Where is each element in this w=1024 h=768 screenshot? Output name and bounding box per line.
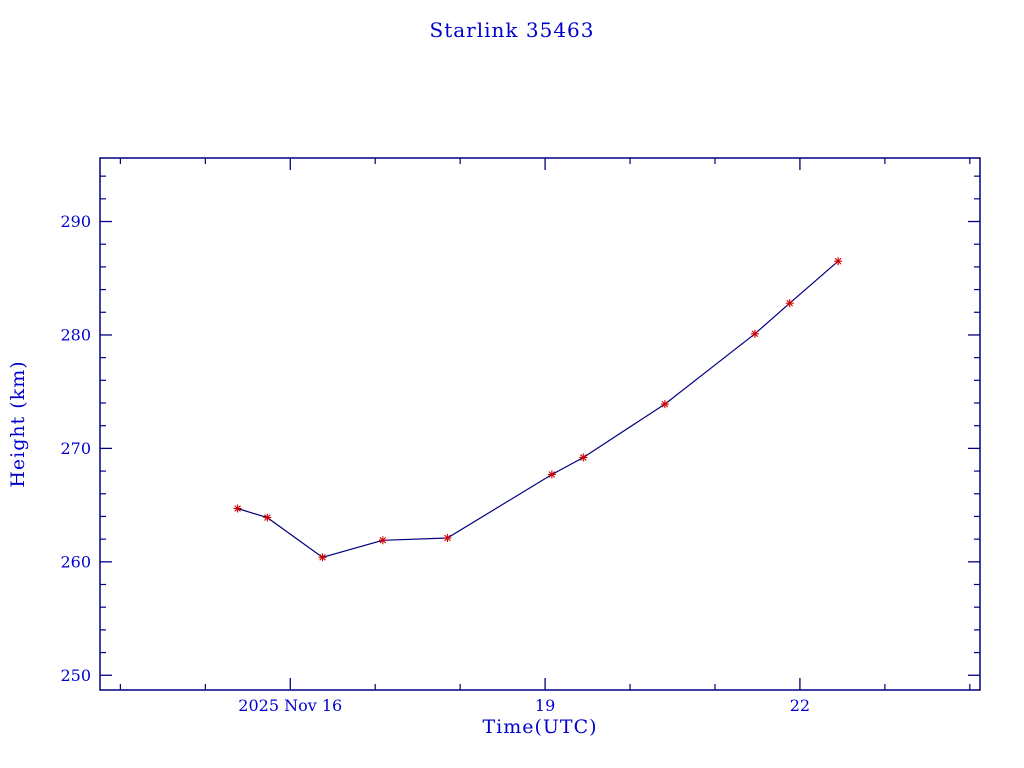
y-tick-label: 270 (60, 439, 91, 458)
axis-frame (99, 157, 981, 691)
x-tick-label: 22 (790, 696, 810, 715)
axis-ticks (100, 158, 980, 690)
y-tick-label: 250 (60, 666, 91, 685)
y-tick-label: 280 (60, 325, 91, 344)
chart-title: Starlink 35463 (429, 18, 595, 42)
x-tick-label: 19 (535, 696, 555, 715)
data-markers (233, 257, 843, 562)
y-tick-label: 290 (60, 212, 91, 231)
x-tick-label: 2025 Nov 16 (238, 696, 342, 715)
y-tick-label: 260 (60, 552, 91, 571)
data-line (237, 260, 839, 558)
tick-labels: 2025 Nov 16 19 22 250 260 270 280 290 (60, 212, 810, 715)
x-axis-label: Time(UTC) (482, 716, 598, 738)
